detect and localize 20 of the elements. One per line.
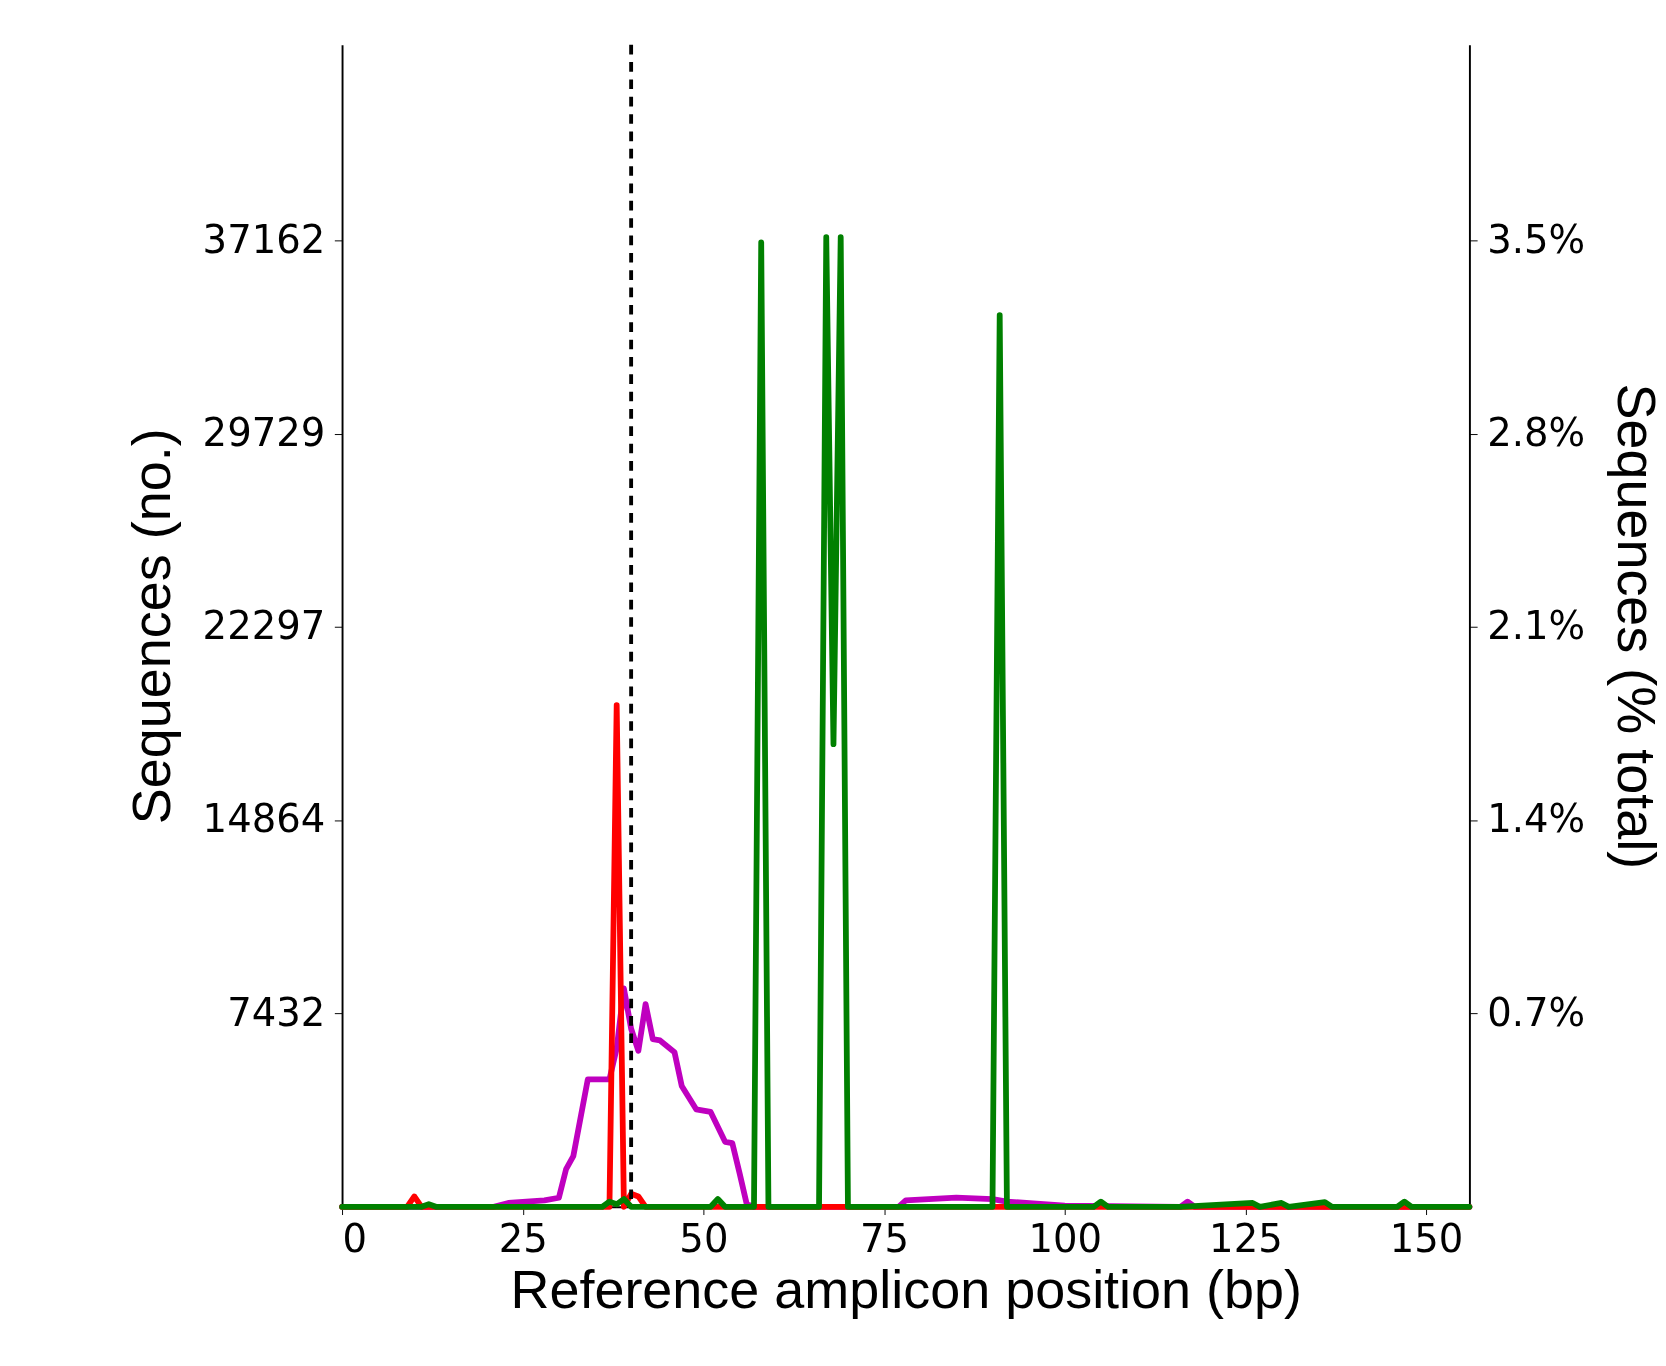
y2-tick-label: 0.7%: [1487, 989, 1586, 1035]
y-tick-label: 7432: [227, 989, 326, 1035]
x-tick-label: 150: [1389, 1215, 1464, 1261]
x-axis-title: Reference amplicon position (bp): [510, 1258, 1302, 1319]
y-axis-title: Sequences (no.): [120, 428, 181, 825]
y2-axis-title: Sequences (% total): [1606, 383, 1666, 870]
y-tick-label: 29729: [202, 410, 326, 456]
x-tick-label: 75: [860, 1215, 910, 1261]
x-tick-label: 0: [342, 1215, 368, 1261]
x-tick-label: 25: [498, 1215, 548, 1261]
y-tick-label: 22297: [202, 603, 326, 649]
x-tick-label: 100: [1028, 1215, 1102, 1261]
x-tick-label: 125: [1209, 1215, 1283, 1261]
y2-tick-label: 1.4%: [1487, 796, 1586, 842]
y2-tick-label: 2.8%: [1487, 410, 1586, 456]
y-tick-label: 14864: [202, 796, 326, 842]
y-tick-label: 37162: [202, 216, 326, 262]
y2-tick-label: 2.1%: [1487, 603, 1586, 649]
y2-tick-label: 3.5%: [1487, 216, 1586, 262]
x-tick-label: 50: [679, 1215, 729, 1261]
